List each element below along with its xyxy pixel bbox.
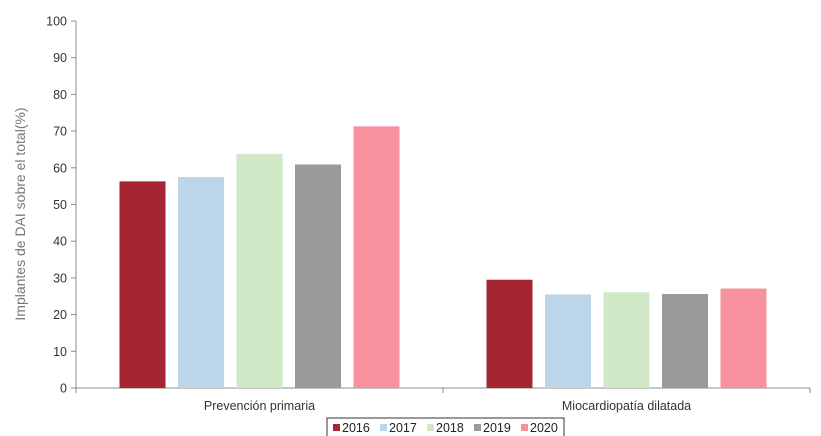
y-tick-label: 60 [53,161,67,175]
legend: 2016 2017 2018 2019 2020 [326,417,565,436]
bar-2019 [662,294,708,388]
x-category-label: Miocardiopatía dilatada [562,399,691,413]
x-axis: Prevención primaria Miocardiopatía dilata… [75,387,811,413]
bar-2017 [178,176,224,388]
bars [119,126,767,388]
legend-swatch [380,424,387,431]
bar-2018 [236,153,283,388]
legend-label: 2016 [342,421,370,435]
x-category-label: Prevención primaria [204,399,315,413]
y-tick-label: 20 [53,308,67,322]
y-tick-label: 80 [53,88,67,102]
y-tick-label: 70 [53,125,67,139]
legend-label: 2019 [483,421,511,435]
legend-swatch [427,424,434,431]
legend-swatch [333,424,340,431]
legend-box [326,417,565,436]
legend-swatch [521,424,528,431]
bar-2019 [295,164,341,388]
bar-2020 [720,288,767,388]
legend-label: 2018 [436,421,464,435]
y-tick-label: 50 [53,198,67,212]
y-tick-label: 90 [53,51,67,65]
bar-2017 [545,294,591,388]
legend-label: 2020 [530,421,558,435]
y-tick-label: 100 [46,15,67,29]
legend-label: 2017 [389,421,417,435]
y-tick-label: 10 [53,345,67,359]
y-tick-label: 30 [53,271,67,285]
bar-2016 [119,181,166,388]
bar-2020 [353,126,400,388]
bar-2018 [603,292,650,388]
legend-swatch [474,424,481,431]
y-tick-label: 0 [60,382,67,396]
y-tick-label: 40 [53,235,67,249]
y-axis-title: Implantes de DAI sobre el total(%) [12,107,28,320]
y-axis: 0 10 20 30 40 50 60 70 80 90 100 [46,15,77,396]
bar-2016 [486,279,533,388]
